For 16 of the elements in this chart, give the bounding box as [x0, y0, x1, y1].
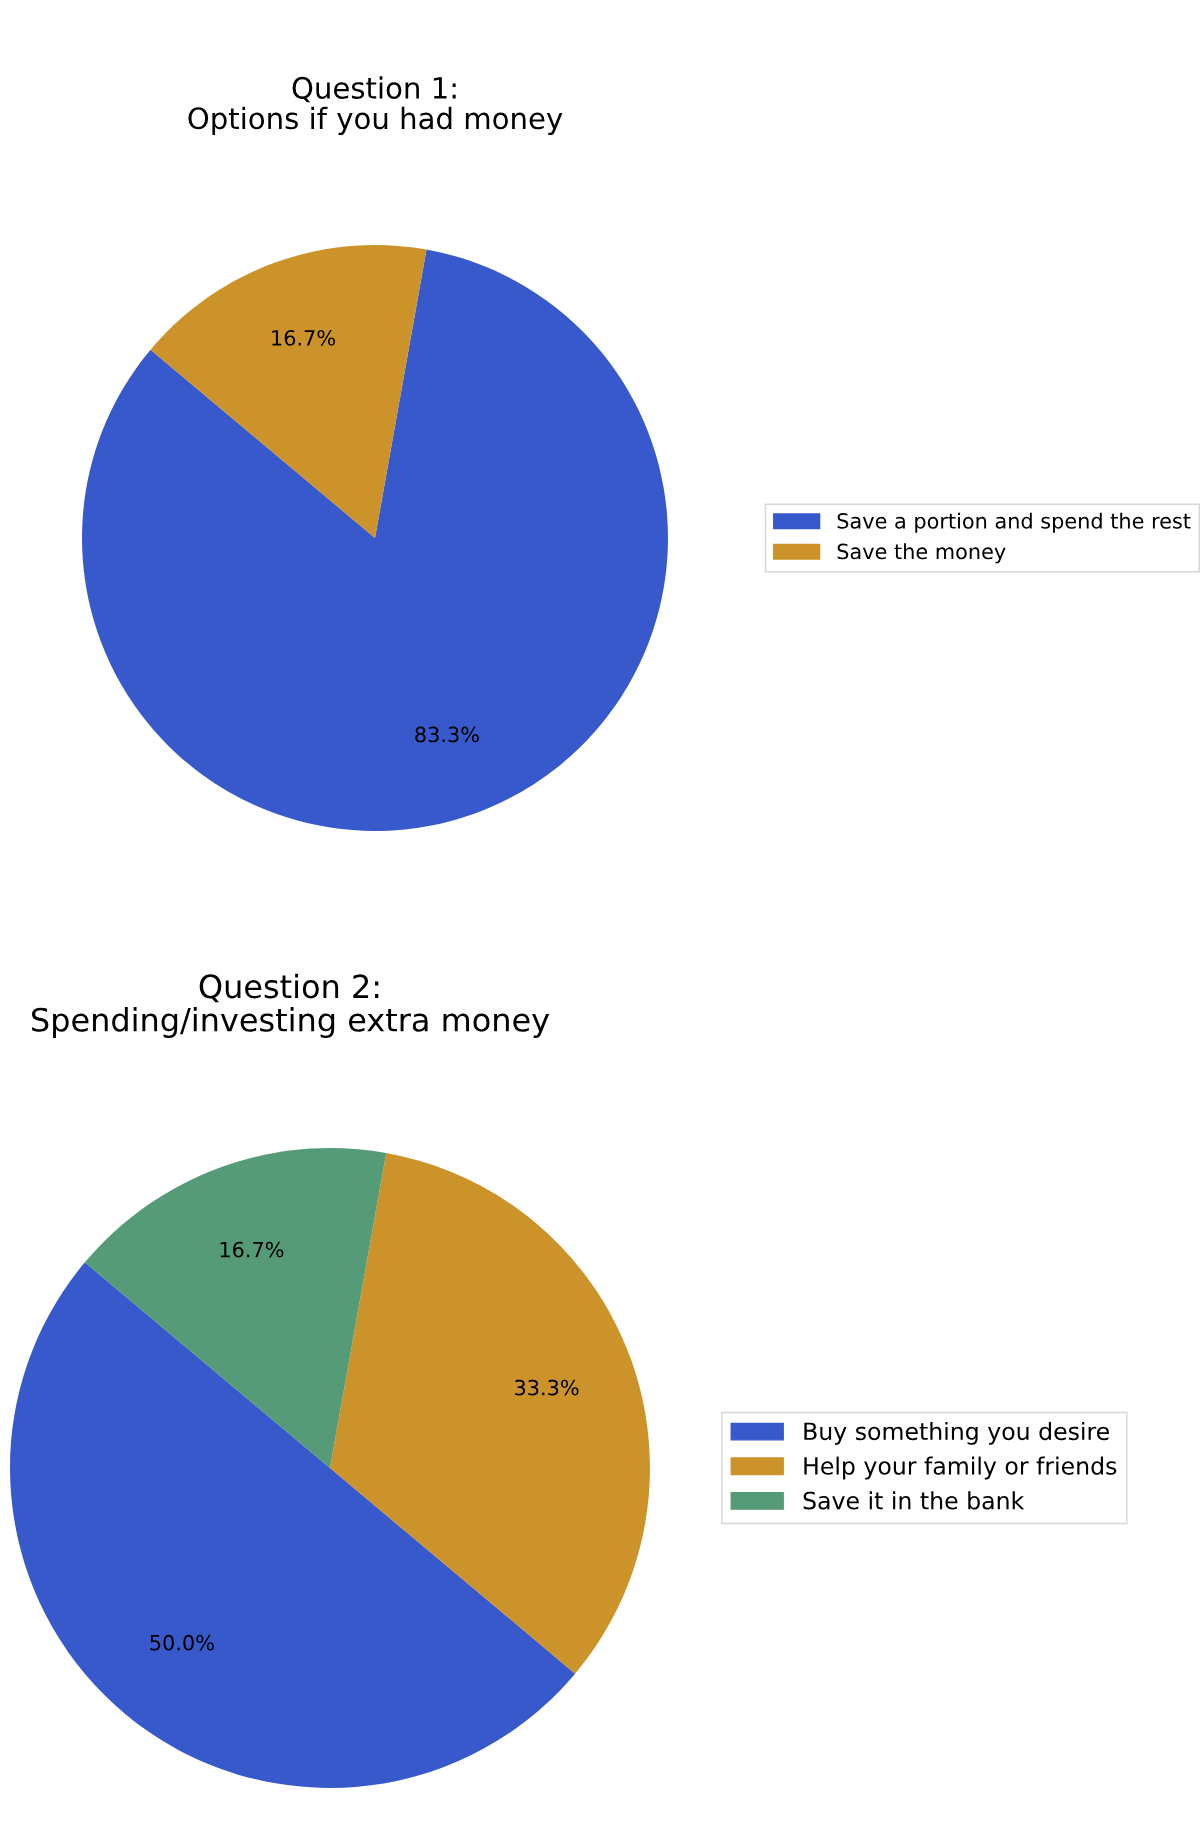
legend-label: Save the money: [837, 543, 1006, 564]
legend-label: Save it in the bank: [803, 1491, 1025, 1510]
pie-slice: [330, 1152, 650, 1674]
pie-slice: [150, 245, 427, 538]
legend-label: Save a portion and spend the rest: [837, 512, 1191, 533]
pie-slice: [82, 249, 668, 831]
data-label: 50.0%: [150, 1634, 214, 1651]
legend-label: Help your family or friends: [804, 1456, 1117, 1480]
legend-label: Buy something you desire: [804, 1421, 1109, 1445]
chart-title: Question 2: Spending/investing extra money: [32, 973, 550, 1038]
chart-title: Question 1: Options if you had money: [188, 76, 563, 135]
pie-slice: [84, 1148, 387, 1468]
data-label: 16.7%: [220, 1241, 284, 1258]
data-label: 83.3%: [415, 726, 479, 743]
data-label: 16.7%: [272, 329, 335, 346]
data-label: 33.3%: [515, 1379, 579, 1396]
